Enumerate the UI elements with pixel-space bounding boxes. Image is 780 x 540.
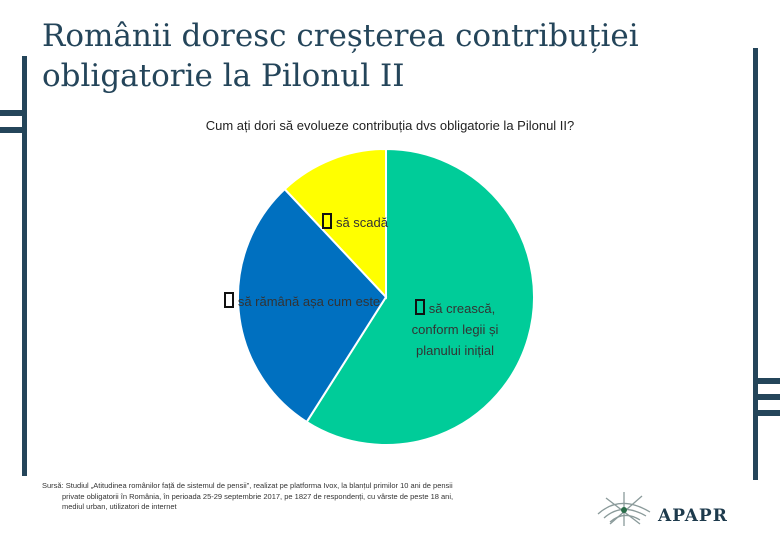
source-line-3: mediul urban, utilizatori de internet [62,502,177,511]
checkbox-icon [223,292,234,308]
apapr-logo: APAPR [590,484,750,530]
slice-label-same-text: să rămână așa cum este [237,294,381,309]
left-accent-stripe-bottom [0,127,22,133]
slice-label-increase-text: să crească, conform legii și planului in… [411,301,499,358]
checkbox-icon [414,299,425,315]
left-accent-bar [22,56,27,476]
slice-label-increase: să crească, conform legii și planului in… [395,298,515,361]
logo-text: APAPR [658,506,728,526]
chart-title: Cum ați dori să evolueze contribuția dvs… [205,118,575,133]
web-logo-icon [597,492,651,526]
pie-slice-same [237,187,388,424]
left-accent-stripe-top [0,110,22,116]
slice-label-same: să rămână așa cum este [222,291,382,312]
slice-label-decrease: să scadă [300,212,410,233]
slide-title: Românii doresc creșterea contribuției ob… [42,18,639,94]
slice-label-decrease-text: să scadă [335,215,389,230]
checkbox-icon [321,213,332,229]
right-accent-stripe-3 [758,410,780,416]
source-line-2: private obligatorii în România, în perio… [62,491,454,501]
right-accent-bar [753,48,758,480]
pie-slice-decrease [283,147,387,300]
right-accent-stripe-2 [758,394,780,400]
source-note: Sursă: Studiul „Atitudinea românilor faț… [42,481,552,513]
right-accent-stripe-1 [758,378,780,384]
pie-slice-increase [305,147,535,446]
source-line-1: Sursă: Studiul „Atitudinea românilor faț… [42,481,453,490]
